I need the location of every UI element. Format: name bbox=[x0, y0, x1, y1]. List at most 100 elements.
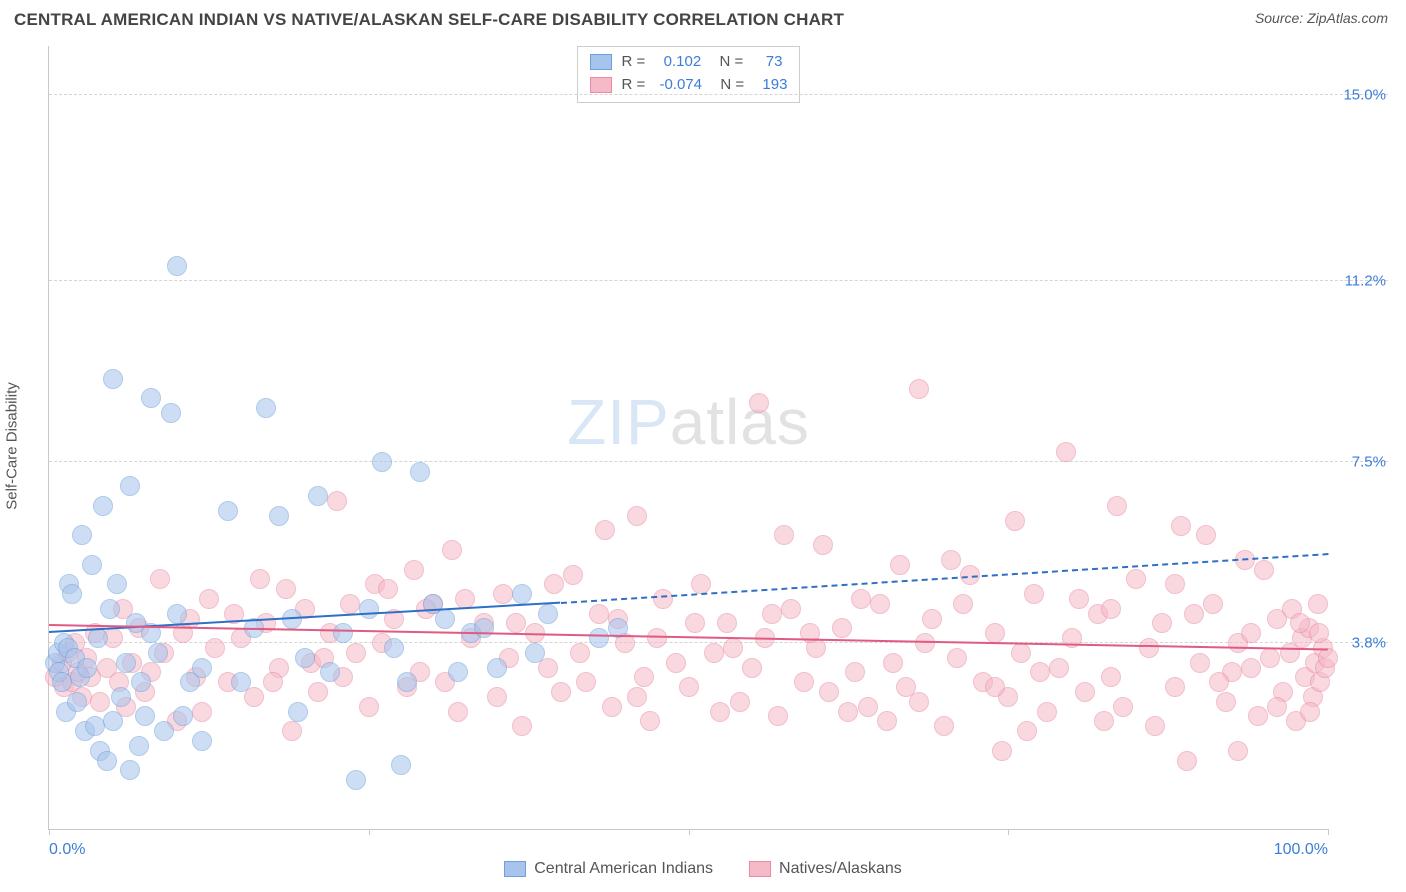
scatter-point-central bbox=[167, 604, 187, 624]
y-axis-label: Self-Care Disability bbox=[4, 382, 21, 510]
scatter-point-central bbox=[120, 760, 140, 780]
scatter-point-native bbox=[870, 594, 890, 614]
scatter-point-central bbox=[129, 736, 149, 756]
scatter-point-native bbox=[768, 706, 788, 726]
y-tick-label: 11.2% bbox=[1332, 272, 1386, 289]
scatter-point-central bbox=[448, 662, 468, 682]
source-label: Source: ZipAtlas.com bbox=[1255, 10, 1388, 26]
scatter-point-central bbox=[120, 476, 140, 496]
scatter-point-native bbox=[774, 525, 794, 545]
scatter-point-native bbox=[1184, 604, 1204, 624]
scatter-point-native bbox=[723, 638, 743, 658]
scatter-point-native bbox=[1075, 682, 1095, 702]
legend-swatch bbox=[590, 54, 612, 70]
scatter-point-native bbox=[762, 604, 782, 624]
legend-item-native: Natives/Alaskans bbox=[749, 860, 902, 878]
scatter-point-central bbox=[88, 628, 108, 648]
scatter-point-central bbox=[359, 599, 379, 619]
scatter-point-native bbox=[922, 609, 942, 629]
scatter-point-native bbox=[589, 604, 609, 624]
scatter-point-native bbox=[487, 687, 507, 707]
scatter-point-native bbox=[1254, 560, 1274, 580]
scatter-point-central bbox=[269, 506, 289, 526]
scatter-point-native bbox=[1308, 594, 1328, 614]
scatter-point-native bbox=[858, 697, 878, 717]
scatter-point-native bbox=[627, 506, 647, 526]
scatter-point-native bbox=[1030, 662, 1050, 682]
scatter-point-native bbox=[634, 667, 654, 687]
scatter-point-native bbox=[749, 393, 769, 413]
scatter-point-native bbox=[442, 540, 462, 560]
scatter-point-native bbox=[512, 716, 532, 736]
scatter-point-native bbox=[1113, 697, 1133, 717]
scatter-point-native bbox=[1248, 706, 1268, 726]
scatter-point-native bbox=[150, 569, 170, 589]
scatter-point-native bbox=[1177, 751, 1197, 771]
scatter-point-native bbox=[813, 535, 833, 555]
scatter-point-native bbox=[909, 692, 929, 712]
scatter-point-native bbox=[1139, 638, 1159, 658]
plot-wrapper: ZIPatlas R = 0.102 N = 73R = -0.074 N = … bbox=[48, 46, 1388, 830]
x-tick bbox=[1328, 829, 1329, 835]
scatter-point-native bbox=[1037, 702, 1057, 722]
watermark: ZIPatlas bbox=[567, 385, 810, 459]
scatter-point-native bbox=[1011, 643, 1031, 663]
scatter-point-native bbox=[340, 594, 360, 614]
scatter-point-central bbox=[161, 403, 181, 423]
scatter-point-native bbox=[192, 702, 212, 722]
scatter-point-native bbox=[1300, 702, 1320, 722]
gridline bbox=[49, 461, 1388, 462]
scatter-point-native bbox=[1309, 623, 1329, 643]
chart-title: CENTRAL AMERICAN INDIAN VS NATIVE/ALASKA… bbox=[14, 10, 844, 30]
scatter-point-central bbox=[346, 770, 366, 790]
scatter-point-native bbox=[276, 579, 296, 599]
scatter-point-central bbox=[410, 462, 430, 482]
scatter-point-native bbox=[563, 565, 583, 585]
scatter-point-central bbox=[308, 486, 328, 506]
scatter-point-native bbox=[877, 711, 897, 731]
scatter-point-central bbox=[320, 662, 340, 682]
scatter-point-native bbox=[595, 520, 615, 540]
scatter-point-native bbox=[1005, 511, 1025, 531]
scatter-point-native bbox=[378, 579, 398, 599]
scatter-point-central bbox=[288, 702, 308, 722]
scatter-point-native bbox=[953, 594, 973, 614]
scatter-point-central bbox=[173, 706, 193, 726]
watermark-atlas: atlas bbox=[670, 386, 810, 458]
scatter-point-native bbox=[263, 672, 283, 692]
scatter-point-native bbox=[1290, 613, 1310, 633]
x-tick bbox=[369, 829, 370, 835]
x-tick-label: 0.0% bbox=[49, 841, 85, 859]
scatter-point-native bbox=[717, 613, 737, 633]
gridline bbox=[49, 94, 1388, 95]
scatter-point-native bbox=[1228, 741, 1248, 761]
scatter-point-native bbox=[909, 379, 929, 399]
x-tick bbox=[1008, 829, 1009, 835]
scatter-point-native bbox=[308, 682, 328, 702]
scatter-point-native bbox=[448, 702, 468, 722]
scatter-point-central bbox=[192, 658, 212, 678]
scatter-point-native bbox=[941, 550, 961, 570]
scatter-point-native bbox=[1241, 658, 1261, 678]
scatter-point-central bbox=[391, 755, 411, 775]
scatter-point-native bbox=[794, 672, 814, 692]
scatter-point-native bbox=[506, 613, 526, 633]
scatter-point-central bbox=[256, 398, 276, 418]
scatter-point-native bbox=[710, 702, 730, 722]
scatter-point-central bbox=[67, 692, 87, 712]
scatter-point-native bbox=[934, 716, 954, 736]
scatter-point-native bbox=[992, 741, 1012, 761]
scatter-point-native bbox=[666, 653, 686, 673]
scatter-point-native bbox=[327, 491, 347, 511]
scatter-point-native bbox=[282, 721, 302, 741]
scatter-point-native bbox=[838, 702, 858, 722]
y-tick-label: 3.8% bbox=[1332, 635, 1386, 652]
scatter-point-native bbox=[1203, 594, 1223, 614]
legend-label: Natives/Alaskans bbox=[779, 860, 902, 878]
scatter-point-native bbox=[845, 662, 865, 682]
gridline bbox=[49, 280, 1388, 281]
legend-stats-row-central: R = 0.102 N = 73 bbox=[590, 51, 788, 74]
legend-stats-row-native: R = -0.074 N = 193 bbox=[590, 74, 788, 97]
scatter-point-central bbox=[107, 574, 127, 594]
y-tick-label: 7.5% bbox=[1332, 453, 1386, 470]
